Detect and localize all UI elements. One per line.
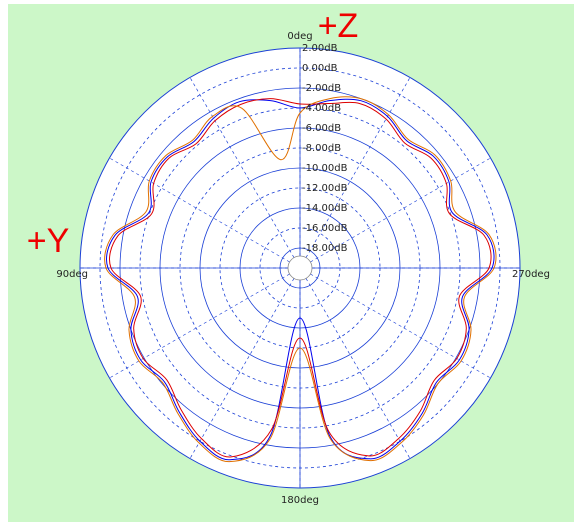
pattern-curve xyxy=(104,96,497,463)
pattern-curve xyxy=(106,98,495,461)
r-tick-label: -8.00dB xyxy=(302,143,341,154)
angle-label: 0deg xyxy=(287,31,312,42)
r-tick-label: -4.00dB xyxy=(302,103,341,114)
r-tick-label: -2.00dB xyxy=(302,83,341,94)
r-tick-label: -18.00dB xyxy=(302,243,348,254)
spoke xyxy=(305,77,411,258)
r-tick-label: -14.00dB xyxy=(302,203,348,214)
r-tick-label: -10.00dB xyxy=(302,163,348,174)
spoke xyxy=(310,273,491,379)
spoke xyxy=(189,278,295,459)
spoke xyxy=(310,157,491,263)
r-tick-label: -16.00dB xyxy=(302,223,348,234)
annotation: +Y xyxy=(27,222,70,260)
r-tick-label: -12.00dB xyxy=(302,183,348,194)
spoke xyxy=(109,157,290,263)
center-hole xyxy=(287,255,313,281)
spoke xyxy=(305,278,411,459)
spoke xyxy=(109,273,290,379)
angle-label: 270deg xyxy=(512,269,550,280)
r-tick-label: 0.00dB xyxy=(302,63,338,74)
annotation: +Z xyxy=(318,7,359,45)
r-tick-label: 2.00dB xyxy=(302,43,338,54)
angle-label: 90deg xyxy=(56,269,88,280)
spoke xyxy=(189,77,295,258)
angle-label: 180deg xyxy=(281,495,319,506)
r-tick-label: -6.00dB xyxy=(302,123,341,134)
pattern-curve xyxy=(109,98,492,458)
